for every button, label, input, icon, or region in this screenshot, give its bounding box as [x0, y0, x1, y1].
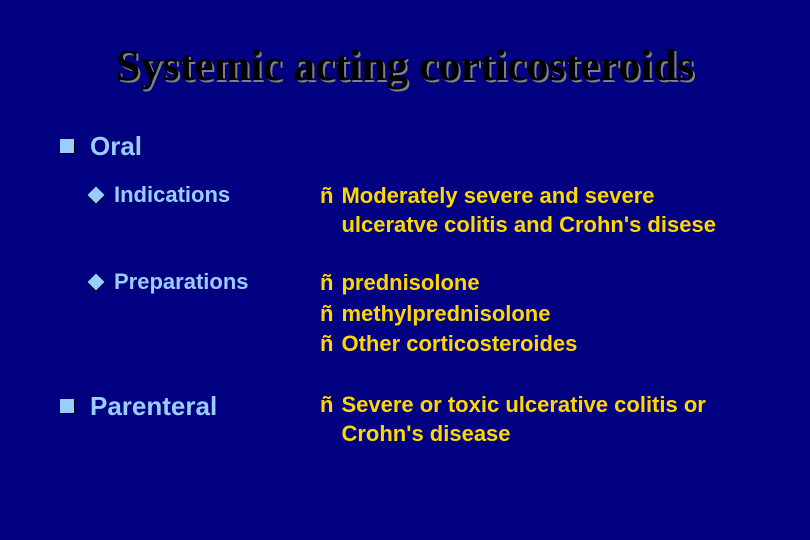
- parenteral-section: Parenteral ñ Severe or toxic ulcerative …: [60, 391, 750, 450]
- list-item: ñ Moderately severe and severe ulceratve…: [320, 182, 750, 239]
- arrow-icon: ñ: [320, 182, 333, 211]
- preparation-text: Other corticosteroides: [341, 330, 577, 359]
- preparation-text: methylprednisolone: [341, 300, 550, 329]
- indications-row: Indications ñ Moderately severe and seve…: [90, 182, 750, 241]
- arrow-icon: ñ: [320, 391, 333, 420]
- indication-text: Moderately severe and severe ulceratve c…: [341, 182, 750, 239]
- parenteral-label: Parenteral: [90, 391, 217, 422]
- oral-section-header: Oral: [60, 131, 750, 162]
- parenteral-header: Parenteral: [60, 391, 320, 422]
- slide-title: Systemic acting corticosteroids: [60, 40, 750, 91]
- list-item: ñ Other corticosteroides: [320, 330, 750, 359]
- preparations-content: ñ prednisolone ñ methylprednisolone ñ Ot…: [320, 269, 750, 361]
- list-item: ñ prednisolone: [320, 269, 750, 298]
- square-bullet-icon: [60, 139, 74, 153]
- arrow-icon: ñ: [320, 300, 333, 329]
- square-bullet-icon: [60, 399, 74, 413]
- indications-content: ñ Moderately severe and severe ulceratve…: [320, 182, 750, 241]
- list-item: ñ methylprednisolone: [320, 300, 750, 329]
- arrow-icon: ñ: [320, 269, 333, 298]
- parenteral-text: Severe or toxic ulcerative colitis or Cr…: [341, 391, 750, 448]
- diamond-bullet-icon: [88, 187, 105, 204]
- preparation-text: prednisolone: [341, 269, 479, 298]
- diamond-bullet-icon: [88, 274, 105, 291]
- preparations-label: Preparations: [114, 269, 249, 295]
- parenteral-content: ñ Severe or toxic ulcerative colitis or …: [320, 391, 750, 450]
- arrow-icon: ñ: [320, 330, 333, 359]
- indications-label: Indications: [114, 182, 230, 208]
- list-item: ñ Severe or toxic ulcerative colitis or …: [320, 391, 750, 448]
- preparations-header: Preparations: [90, 269, 320, 295]
- oral-label: Oral: [90, 131, 142, 162]
- preparations-row: Preparations ñ prednisolone ñ methylpred…: [90, 269, 750, 361]
- indications-header: Indications: [90, 182, 320, 208]
